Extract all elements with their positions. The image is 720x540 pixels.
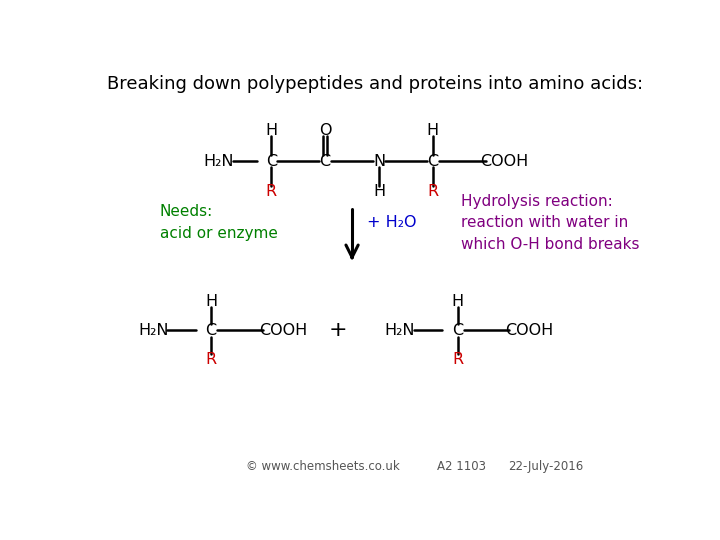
Text: H₂N: H₂N xyxy=(138,323,168,338)
Text: R: R xyxy=(206,352,217,367)
Text: C: C xyxy=(206,323,217,338)
Text: H: H xyxy=(205,294,217,309)
Text: C: C xyxy=(428,153,438,168)
Text: 22-July-2016: 22-July-2016 xyxy=(508,460,584,473)
Text: Hydrolysis reaction:
reaction with water in
which O-H bond breaks: Hydrolysis reaction: reaction with water… xyxy=(462,193,640,252)
Text: Needs:
acid or enzyme: Needs: acid or enzyme xyxy=(160,204,277,241)
Text: H: H xyxy=(427,123,439,138)
Text: C: C xyxy=(320,153,330,168)
Text: H₂N: H₂N xyxy=(204,153,234,168)
Text: H: H xyxy=(451,294,464,309)
Text: H: H xyxy=(373,184,385,199)
Text: C: C xyxy=(266,153,276,168)
Text: H₂N: H₂N xyxy=(384,323,415,338)
Text: A2 1103: A2 1103 xyxy=(437,460,486,473)
Text: O: O xyxy=(319,123,331,138)
Text: +: + xyxy=(329,320,348,340)
Text: COOH: COOH xyxy=(480,153,528,168)
Text: COOH: COOH xyxy=(505,323,553,338)
Text: C: C xyxy=(452,323,463,338)
Text: + H₂O: + H₂O xyxy=(367,215,417,230)
Text: Breaking down polypeptides and proteins into amino acids:: Breaking down polypeptides and proteins … xyxy=(107,75,644,93)
Text: H: H xyxy=(265,123,277,138)
Text: R: R xyxy=(452,352,463,367)
Text: R: R xyxy=(428,184,438,199)
Text: © www.chemsheets.co.uk: © www.chemsheets.co.uk xyxy=(246,460,400,473)
Text: COOH: COOH xyxy=(258,323,307,338)
Text: N: N xyxy=(373,153,385,168)
Text: R: R xyxy=(266,184,276,199)
